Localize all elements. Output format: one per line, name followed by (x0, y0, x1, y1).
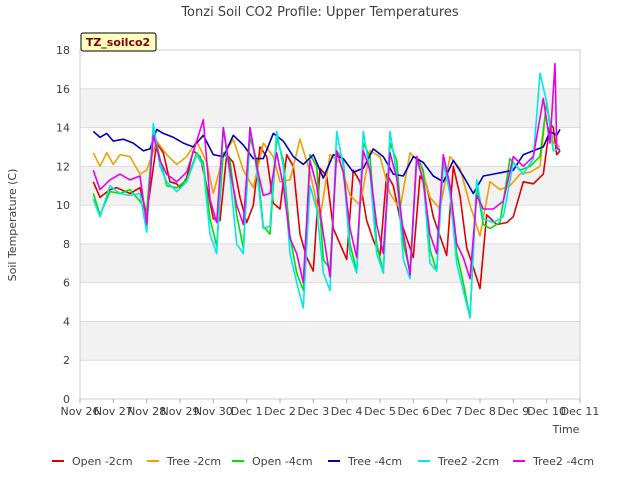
series-line-open-2cm (92, 122, 561, 290)
x-tick-label: Nov 27 (94, 405, 133, 418)
x-tick-label: Dec 3 (297, 405, 329, 418)
series-group (92, 62, 561, 319)
x-tick-label: Dec 5 (364, 405, 396, 418)
x-tick-label: Dec 1 (231, 405, 263, 418)
legend-label: Tree -4cm (347, 455, 402, 468)
x-tick-label: Nov 28 (127, 405, 166, 418)
legend-item-open-2cm: Open -2cm (52, 455, 133, 468)
legend-item-open-4cm: Open -4cm (232, 455, 313, 468)
plot-area (79, 49, 581, 400)
x-tick-label: Dec 7 (431, 405, 463, 418)
legend-label: Tree2 -4cm (532, 455, 594, 468)
legend-item-tree-2cm: Tree -2cm (147, 455, 221, 468)
y-tick-label: 14 (56, 122, 70, 135)
x-tick-label: Dec 11 (561, 405, 600, 418)
x-tick-label: Dec 2 (264, 405, 296, 418)
plot-border (79, 49, 581, 400)
y-tick-label: 18 (56, 44, 70, 57)
x-tick-label: Dec 4 (331, 405, 363, 418)
grid-band (80, 88, 580, 128)
y-axis-label: Soil Temperature (C) (6, 169, 19, 282)
y-tick-label: 10 (56, 199, 70, 212)
chart-title: Tonzi Soil CO2 Profile: Upper Temperatur… (180, 5, 459, 20)
x-axis-label: Time (552, 423, 580, 436)
legend: Open -2cm Tree -2cm Open -4cm Tree -4cm Tree… (52, 455, 594, 468)
legend-label: Tree -2cm (166, 455, 221, 468)
legend-label: Open -2cm (72, 455, 133, 468)
x-tick-label: Nov 29 (161, 405, 200, 418)
y-tick-label: 12 (56, 160, 70, 173)
legend-item-tree-4cm: Tree -4cm (328, 455, 402, 468)
y-tick-label: 16 (56, 83, 70, 96)
x-tick-label: Dec 8 (464, 405, 496, 418)
y-tick-label: 8 (63, 238, 70, 251)
series-line-tree-4cm (92, 128, 561, 195)
legend-label: Open -4cm (252, 455, 313, 468)
x-tick-label: Dec 9 (497, 405, 529, 418)
y-tick-label: 6 (63, 277, 70, 290)
series-line-tree2-2cm (92, 72, 561, 319)
x-tick-label: Dec 10 (527, 405, 566, 418)
y-tick-label: 0 (63, 393, 70, 406)
legend-item-tree2-2cm: Tree2 -2cm (418, 455, 499, 468)
series-line-tree2-4cm (92, 62, 561, 284)
badge-label: TZ_soilco2 (86, 36, 150, 49)
x-tick-label: Nov 26 (61, 405, 100, 418)
legend-item-tree2-4cm: Tree2 -4cm (513, 455, 594, 468)
y-tick-label: 4 (63, 315, 70, 328)
badge-box (80, 32, 157, 52)
y-axis-ticks: 0 2 4 6 8 10 12 14 16 18 (56, 44, 70, 406)
x-tick-label: Dec 6 (397, 405, 429, 418)
legend-label: Tree2 -2cm (437, 455, 499, 468)
badge: TZ_soilco2 (80, 32, 157, 52)
grid-band (80, 321, 580, 361)
x-tick-label: Nov 30 (194, 405, 233, 418)
y-tick-label: 2 (63, 354, 70, 367)
